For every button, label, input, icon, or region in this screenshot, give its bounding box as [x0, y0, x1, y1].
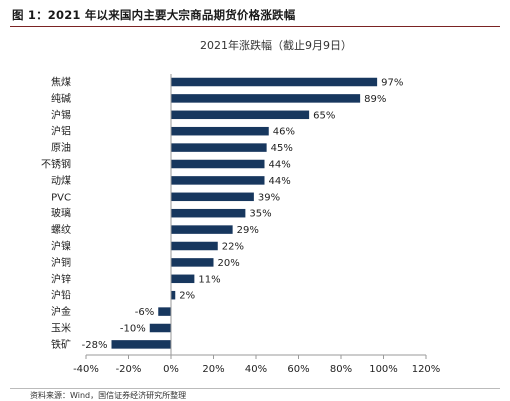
data-label: 11%	[198, 274, 220, 285]
data-label: 44%	[269, 176, 291, 187]
category-label: 铁矿	[51, 338, 71, 351]
data-label: -28%	[82, 340, 108, 351]
bar-11	[171, 258, 214, 267]
tick-label: 0%	[163, 364, 179, 375]
data-label: 29%	[237, 225, 259, 236]
data-label: 45%	[271, 143, 293, 154]
category-label: PVC	[51, 192, 71, 203]
category-label: 沪镍	[51, 240, 71, 253]
bar-14	[158, 307, 171, 316]
bar-16	[111, 340, 171, 349]
bar-12	[171, 274, 195, 284]
category-label: 沪金	[51, 305, 71, 318]
data-label: 22%	[222, 242, 244, 253]
tick-label: 100%	[369, 364, 398, 375]
data-label: 2%	[179, 291, 195, 302]
category-label: 沪锡	[51, 108, 71, 121]
bar-7	[171, 192, 254, 202]
bar-15	[149, 323, 171, 333]
bar-1	[171, 94, 361, 103]
data-label: -10%	[120, 324, 146, 335]
bar-3	[171, 126, 269, 136]
source-note: 资料来源：Wind，国信证券经济研究所整理	[30, 391, 187, 400]
category-label: 玻璃	[51, 207, 71, 220]
bar-6	[171, 176, 265, 185]
bar-4	[171, 143, 267, 152]
tick-label: 20%	[202, 364, 224, 375]
category-label: 原油	[51, 141, 71, 154]
category-label: 沪锌	[51, 272, 71, 285]
data-label: 20%	[218, 258, 240, 269]
category-label: 纯碱	[51, 92, 71, 105]
tick-label: -40%	[73, 364, 99, 375]
tick-label: 120%	[412, 364, 441, 375]
bar-0	[171, 77, 378, 87]
category-label: 沪铅	[51, 289, 71, 302]
category-label: 不锈钢	[41, 158, 71, 171]
figure-title: 图 1：2021 年以来国内主要大宗商品期货价格涨跌幅	[12, 8, 296, 22]
bar-5	[171, 159, 265, 169]
data-label: 46%	[273, 127, 295, 138]
tick-label: 40%	[245, 364, 267, 375]
figure-footer: 资料来源：Wind，国信证券经济研究所整理	[10, 388, 500, 401]
bar-9	[171, 225, 233, 234]
bar-13	[171, 290, 176, 300]
data-label: 97%	[381, 78, 403, 89]
category-label: 沪铝	[51, 125, 71, 138]
bar-10	[171, 241, 218, 251]
tick-label: -20%	[116, 364, 142, 375]
bar-8	[171, 208, 246, 218]
data-label: 44%	[269, 160, 291, 171]
data-label: 65%	[313, 110, 335, 121]
category-label: 动煤	[51, 174, 71, 187]
category-label: 玉米	[51, 322, 71, 335]
figure-header: 图 1：2021 年以来国内主要大宗商品期货价格涨跌幅	[10, 0, 500, 27]
category-label: 沪铜	[51, 256, 71, 269]
bar-2	[171, 110, 310, 120]
chart-title: 2021年涨跌幅（截止9月9日）	[200, 38, 352, 52]
tick-label: 60%	[287, 364, 309, 375]
category-label: 螺纹	[51, 223, 71, 236]
category-label: 焦煤	[51, 76, 71, 89]
data-label: -6%	[135, 307, 154, 318]
data-label: 35%	[249, 209, 271, 220]
tick-label: 80%	[330, 364, 352, 375]
data-label: 89%	[364, 94, 386, 105]
data-label: 39%	[258, 192, 280, 203]
